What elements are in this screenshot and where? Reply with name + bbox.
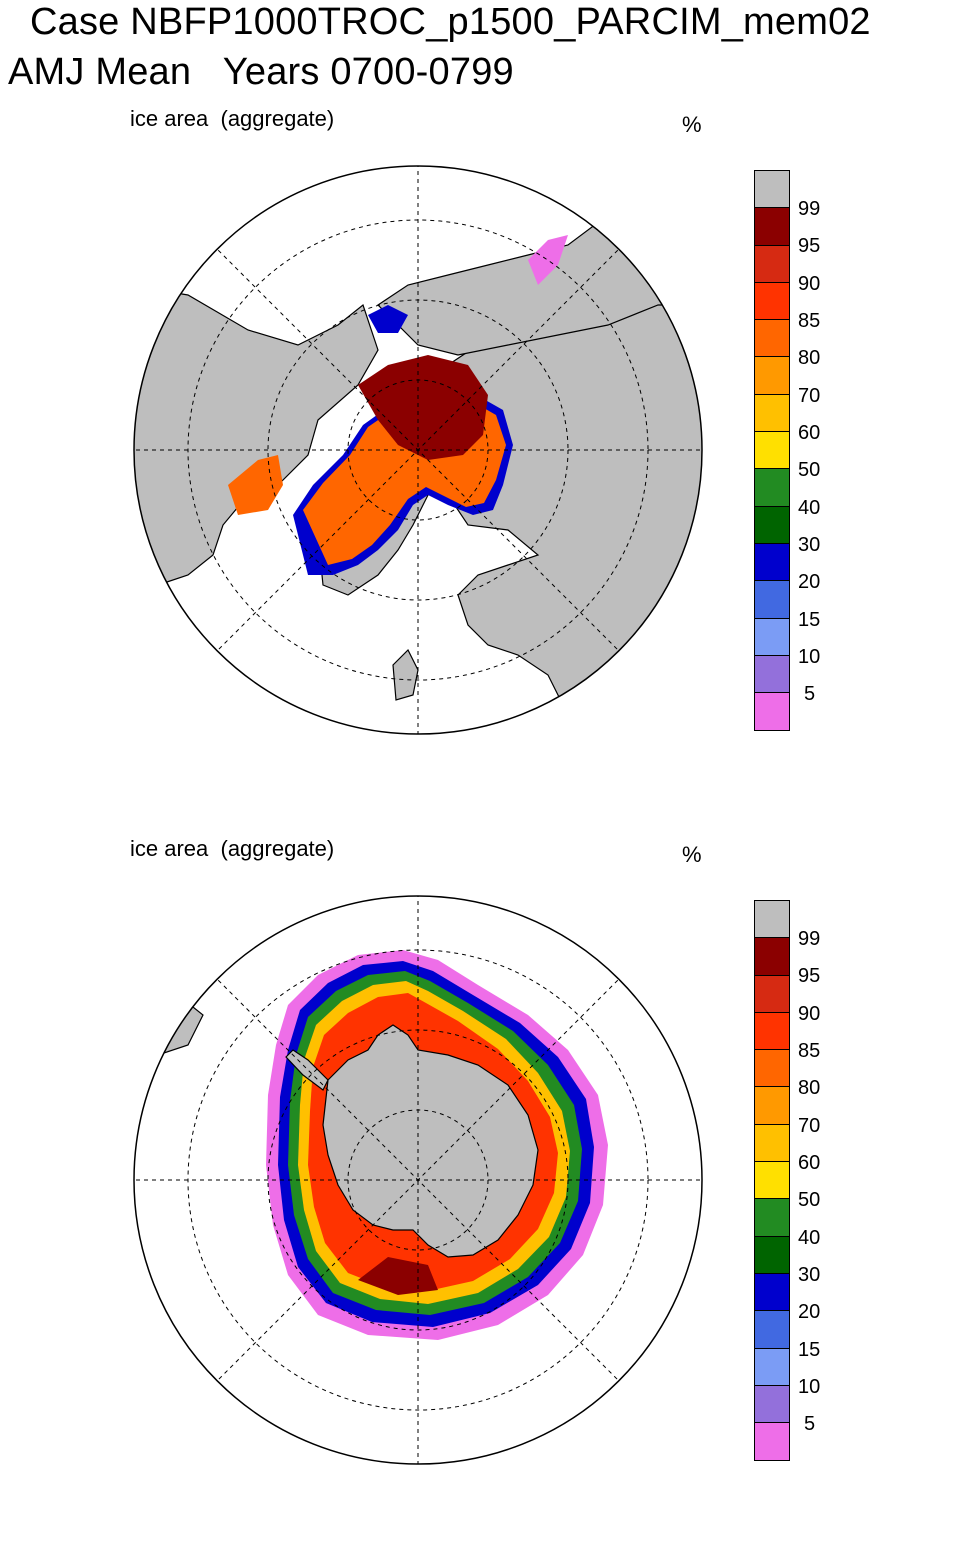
- antarctic-variable-label: ice area (aggregate): [130, 836, 335, 861]
- colorbar-box: [755, 506, 789, 544]
- colorbar-tick-label: 30: [798, 534, 821, 556]
- colorbar-box: [755, 1199, 789, 1237]
- figure-title-line-1: Case NBFP1000TROC_p1500_PARCIM_mem02: [30, 1, 871, 43]
- colorbar-tick-label: 90: [798, 1003, 821, 1025]
- colorbar-box: [755, 1124, 789, 1163]
- colorbar-tick-label: 15: [798, 1339, 821, 1361]
- colorbar-box: [755, 245, 789, 283]
- colorbar-tick-label: 85: [798, 1040, 821, 1062]
- colorbar-tick-label: 99: [798, 928, 821, 950]
- figure-title-line-2: AMJ Mean Years 0700-0799: [8, 51, 514, 93]
- arctic-variable-label: ice area (aggregate): [130, 106, 335, 131]
- arctic-ice-core: [358, 355, 488, 460]
- colorbar-box: [755, 1348, 789, 1386]
- colorbar-tick-label: 95: [798, 965, 821, 987]
- colorbar-box: [755, 543, 789, 582]
- arctic-ice-okhotsk: [528, 235, 568, 285]
- arctic-panel: ice area (aggregate) %: [0, 100, 972, 830]
- colorbar-box: [755, 357, 789, 395]
- colorbar-box: [755, 901, 789, 939]
- colorbar-tick-label: 10: [798, 646, 821, 668]
- colorbar-box: [755, 208, 789, 246]
- colorbar-box: [755, 1087, 789, 1125]
- colorbar-tick-label: 70: [798, 1115, 821, 1137]
- colorbar-tick-label: 40: [798, 1227, 821, 1249]
- colorbar-tick-label: 20: [798, 1301, 821, 1323]
- colorbar-tick-label: 95: [798, 235, 821, 257]
- antarctic-unit-label: %: [682, 842, 702, 867]
- colorbar-box: [755, 171, 789, 209]
- arctic-land-uk: [392, 648, 419, 701]
- arctic-colorbar: [754, 170, 790, 732]
- colorbar-tick-label: 30: [798, 1264, 821, 1286]
- colorbar-tick-label: 85: [798, 310, 821, 332]
- colorbar-tick-label: 5: [804, 683, 816, 705]
- colorbar-tick-label: 99: [798, 198, 821, 220]
- colorbar-tick-label: 70: [798, 385, 821, 407]
- arctic-map: [133, 165, 703, 735]
- colorbar-tick-label: 90: [798, 273, 821, 295]
- colorbar-tick-label: 40: [798, 497, 821, 519]
- colorbar-box: [755, 1162, 789, 1200]
- colorbar-tick-label: 50: [798, 1189, 821, 1211]
- colorbar-box: [755, 282, 789, 321]
- colorbar-tick-label: 50: [798, 459, 821, 481]
- colorbar-tick-label: 80: [798, 347, 821, 369]
- colorbar-box: [755, 432, 789, 470]
- colorbar-box: [755, 1273, 789, 1312]
- antarctic-panel: ice area (aggregate) %: [0, 830, 972, 1560]
- colorbar-box: [755, 693, 789, 731]
- colorbar-box: [755, 581, 789, 619]
- colorbar-box: [755, 618, 789, 656]
- colorbar-tick-label: 5: [804, 1413, 816, 1435]
- colorbar-tick-label: 80: [798, 1077, 821, 1099]
- arctic-ice-bering: [368, 305, 408, 333]
- colorbar-tick-label: 15: [798, 609, 821, 631]
- colorbar-box: [755, 1423, 789, 1461]
- antarctic-map: [133, 895, 703, 1465]
- colorbar-box: [755, 1236, 789, 1274]
- colorbar-box: [755, 1050, 789, 1088]
- arctic-unit-label: %: [682, 112, 702, 137]
- colorbar-box: [755, 1385, 789, 1424]
- colorbar-box: [755, 975, 789, 1013]
- colorbar-box: [755, 655, 789, 694]
- arctic-land-north-america: [134, 284, 379, 596]
- antarctic-colorbar: [754, 900, 790, 1462]
- antarctic-peninsula: [285, 1049, 329, 1091]
- colorbar-box: [755, 938, 789, 976]
- colorbar-box: [755, 394, 789, 433]
- colorbar-box: [755, 1311, 789, 1349]
- colorbar-box: [755, 320, 789, 358]
- colorbar-tick-label: 20: [798, 571, 821, 593]
- colorbar-tick-label: 10: [798, 1376, 821, 1398]
- colorbar-tick-label: 60: [798, 422, 821, 444]
- colorbar-box: [755, 1012, 789, 1051]
- colorbar-tick-label: 60: [798, 1152, 821, 1174]
- colorbar-box: [755, 469, 789, 507]
